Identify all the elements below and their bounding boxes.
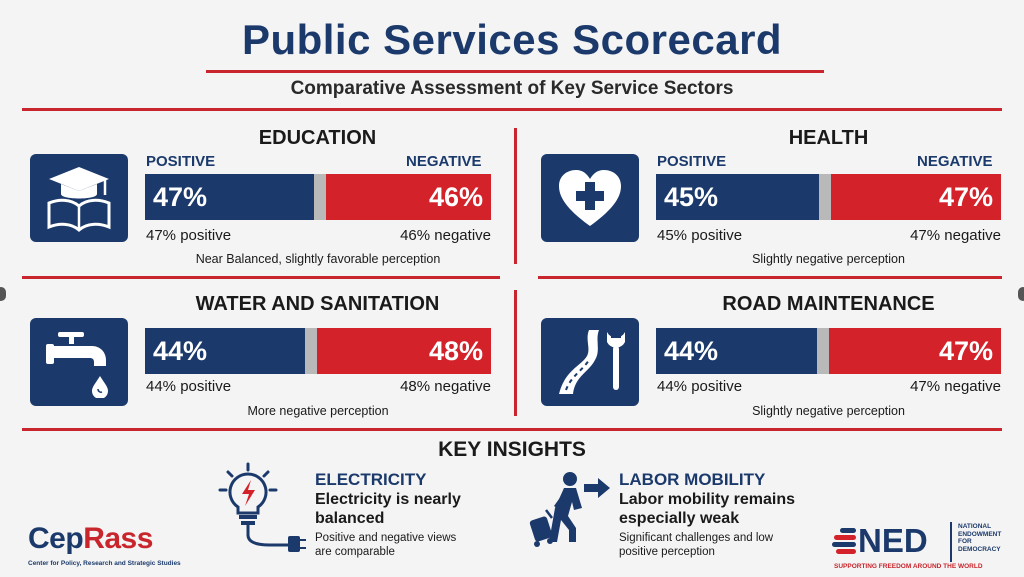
ned-fullname: NATIONAL ENDOWMENT FOR DEMOCRACY — [958, 523, 1018, 553]
title-underline — [206, 70, 824, 73]
ned-tagline: SUPPORTING FREEDOM AROUND THE WORLD — [834, 563, 983, 570]
perception-note: Near Balanced, slightly favorable percep… — [195, 252, 441, 266]
left-edge-handle — [0, 287, 6, 301]
lightbulb-plug-icon — [218, 462, 308, 557]
bar-negative-value: 47% — [938, 182, 993, 212]
insight-heading: ELECTRICITY — [315, 470, 427, 489]
sector-title: EDUCATION — [258, 127, 377, 149]
ceprass-logo-part2: Rass — [83, 522, 153, 555]
perception-note: Slightly negative perception — [752, 252, 905, 266]
bar-neutral — [818, 174, 831, 220]
score-bar: 47% 46% — [145, 174, 491, 220]
bar-positive: 44% — [145, 328, 305, 374]
road-wrench-icon — [541, 318, 639, 406]
positive-label: POSITIVE — [146, 153, 216, 170]
divider-vertical-top — [514, 128, 517, 264]
bar-positive-value: 44% — [664, 336, 719, 366]
ceprass-logo-part1: Cep — [28, 522, 84, 555]
insight-main-line1: Labor mobility remains — [619, 491, 796, 508]
ned-divider — [950, 522, 952, 562]
ned-fullname-line: DEMOCRACY — [958, 545, 1001, 553]
bar-positive-value: 47% — [153, 182, 208, 212]
graduation-book-icon — [30, 154, 128, 242]
ceprass-logo: CepRass — [28, 522, 153, 556]
bar-negative: 48% — [316, 328, 491, 374]
divider-top — [22, 108, 1002, 111]
sector-title: WATER AND SANITATION — [195, 293, 440, 315]
positive-caption: 44% positive — [657, 378, 743, 395]
bar-neutral — [817, 328, 829, 374]
insight-main-line2: balanced — [315, 510, 385, 527]
page-title: Public Services Scorecard — [241, 16, 783, 63]
negative-caption: 46% negative — [400, 227, 491, 244]
bar-positive: 47% — [145, 174, 314, 220]
divider-bottom — [22, 428, 1002, 431]
insight-main-line2: especially weak — [619, 510, 740, 527]
ceprass-subtitle: Center for Policy, Research and Strategi… — [28, 560, 181, 567]
page-subtitle: Comparative Assessment of Key Service Se… — [290, 78, 734, 99]
sector-title: ROAD MAINTENANCE — [722, 293, 935, 315]
divider-mid-right — [538, 276, 1002, 279]
bar-positive: 45% — [656, 174, 819, 220]
right-edge-handle — [1018, 287, 1024, 301]
ned-emblem-icon — [830, 526, 856, 563]
positive-caption: 47% positive — [146, 227, 232, 244]
ned-fullname-line: NATIONAL — [958, 523, 992, 530]
negative-label: NEGATIVE — [406, 153, 482, 170]
bar-positive: 44% — [656, 328, 817, 374]
positive-caption: 45% positive — [657, 227, 743, 244]
score-bar: 44% 47% — [656, 328, 1001, 374]
positive-label: POSITIVE — [657, 153, 727, 170]
bar-negative: 47% — [830, 174, 1001, 220]
insight-detail-line1: Significant challenges and low — [619, 532, 774, 544]
bar-negative-value: 48% — [428, 336, 483, 366]
bar-positive-value: 45% — [664, 182, 719, 212]
insight-detail-line2: positive perception — [619, 546, 715, 558]
ned-fullname-line: ENDOWMENT — [958, 530, 1002, 538]
bar-neutral — [313, 174, 326, 220]
ned-fullname-line: FOR — [958, 538, 972, 545]
score-bar: 44% 48% — [145, 328, 491, 374]
insight-heading: LABOR MOBILITY — [619, 470, 766, 489]
bar-neutral — [304, 328, 317, 374]
water-tap-icon — [30, 318, 128, 406]
divider-mid-left — [22, 276, 500, 279]
heart-cross-icon — [541, 154, 639, 242]
divider-vertical-bottom — [514, 290, 517, 416]
insight-main-line1: Electricity is nearly — [315, 491, 461, 508]
bar-negative-value: 47% — [938, 336, 993, 366]
perception-note: Slightly negative perception — [752, 404, 905, 418]
bar-negative: 46% — [325, 174, 491, 220]
sector-title: HEALTH — [788, 127, 869, 149]
negative-caption: 47% negative — [910, 227, 1001, 244]
positive-caption: 44% positive — [146, 378, 232, 395]
insight-detail-line1: Positive and negative views — [315, 532, 457, 544]
bar-positive-value: 44% — [153, 336, 208, 366]
negative-caption: 47% negative — [910, 378, 1001, 395]
ned-logo: NED — [858, 522, 928, 559]
insights-title: KEY INSIGHTS — [438, 438, 586, 461]
bar-negative: 47% — [829, 328, 1001, 374]
insight-detail-line2: are comparable — [315, 546, 395, 558]
perception-note: More negative perception — [247, 404, 389, 418]
traveler-arrow-icon — [528, 470, 610, 555]
score-bar: 45% 47% — [656, 174, 1001, 220]
negative-caption: 48% negative — [400, 378, 491, 395]
bar-negative-value: 46% — [428, 182, 483, 212]
negative-label: NEGATIVE — [917, 153, 993, 170]
